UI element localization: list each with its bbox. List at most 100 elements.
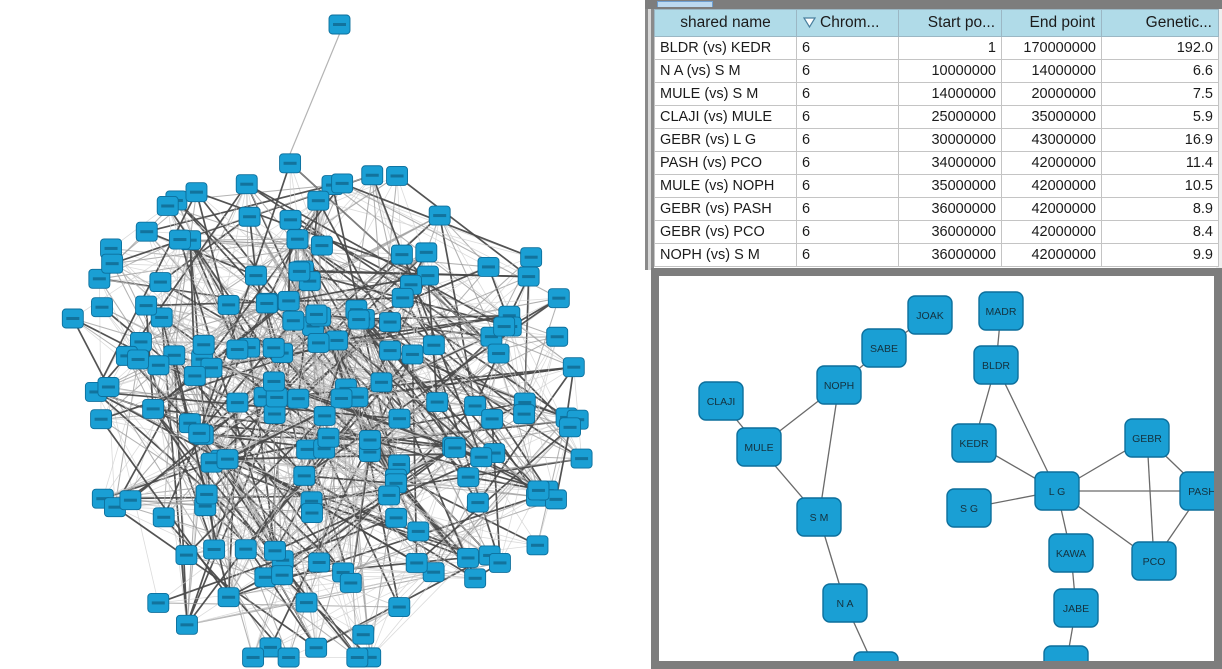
overview-edge[interactable]	[410, 284, 549, 492]
overview-edge[interactable]	[454, 426, 571, 449]
overview-network-view[interactable]	[0, 0, 641, 669]
overview-edge[interactable]	[342, 496, 538, 573]
cell-start_point[interactable]: 25000000	[898, 105, 1002, 129]
overview-edge[interactable]	[304, 475, 397, 485]
overview-edge[interactable]	[499, 336, 558, 564]
subnetwork-node[interactable]: NOPH	[816, 365, 862, 405]
overview-edge[interactable]	[336, 314, 510, 342]
subnetwork-node[interactable]: SABE	[861, 328, 907, 368]
cell-genetic[interactable]: 5.9	[1101, 105, 1219, 129]
cell-start_point[interactable]: 34000000	[898, 151, 1002, 175]
cell-genetic[interactable]: 192.0	[1101, 36, 1219, 60]
overview-edge[interactable]	[318, 388, 347, 563]
subnetwork-node-shape[interactable]	[861, 328, 907, 368]
cell-chromosome[interactable]: 6	[796, 243, 899, 267]
overview-edge[interactable]	[323, 448, 501, 564]
table-row[interactable]: N A (vs) S M 6 10000000 14000000 6.6	[654, 59, 1219, 83]
subnetwork-node-shape[interactable]	[698, 381, 744, 421]
overview-edge[interactable]	[273, 276, 529, 382]
overview-edge[interactable]	[252, 571, 434, 658]
overview-edge[interactable]	[186, 433, 200, 625]
overview-edge[interactable]	[196, 191, 429, 277]
overview-edge[interactable]	[186, 413, 276, 626]
overview-edge[interactable]	[196, 191, 438, 403]
cell-end_point[interactable]: 20000000	[1001, 82, 1102, 106]
overview-edge[interactable]	[318, 297, 559, 344]
overview-edge[interactable]	[350, 318, 365, 583]
overview-edge[interactable]	[416, 426, 571, 564]
overview-edge[interactable]	[190, 238, 298, 241]
table-row[interactable]: MULE (vs) NOPH 6 35000000 42000000 10.5	[654, 174, 1219, 198]
subnetwork-node[interactable]: N A	[822, 583, 868, 623]
overview-edge[interactable]	[304, 418, 400, 477]
overview-edge[interactable]	[211, 367, 438, 403]
subnetwork-node[interactable]: KEDR	[951, 423, 997, 463]
overview-edge[interactable]	[108, 349, 238, 388]
overview-edge[interactable]	[269, 354, 414, 648]
subnetwork-node-shape[interactable]	[946, 488, 992, 528]
subnetwork-node[interactable]: KAWA	[1048, 533, 1094, 573]
subnetwork-node[interactable]: ALMCH	[1043, 645, 1089, 661]
subnetwork-node[interactable]: S M	[796, 497, 842, 537]
overview-edge[interactable]	[211, 184, 333, 369]
overview-edge[interactable]	[395, 478, 538, 498]
overview-edge[interactable]	[276, 254, 403, 398]
cell-shared_name[interactable]: MULE (vs) S M	[654, 82, 797, 106]
overview-edge[interactable]	[439, 215, 526, 403]
overview-edge[interactable]	[324, 415, 418, 564]
overview-edge[interactable]	[524, 336, 558, 403]
cell-chromosome[interactable]: 6	[796, 59, 899, 83]
edge-attribute-table[interactable]: shared name Chrom... Start po... End p	[654, 9, 1219, 267]
overview-edge[interactable]	[342, 382, 382, 573]
overview-edge[interactable]	[381, 381, 539, 491]
overview-edge[interactable]	[395, 458, 582, 484]
overview-edge[interactable]	[369, 417, 567, 658]
cell-shared_name[interactable]: CLAJI (vs) MULE	[654, 105, 797, 129]
cell-genetic[interactable]: 9.9	[1101, 243, 1219, 267]
subnetwork-node-shape[interactable]	[822, 583, 868, 623]
subnetwork-node-shape[interactable]	[1179, 471, 1214, 511]
overview-edge[interactable]	[264, 445, 454, 578]
overview-edge[interactable]	[371, 174, 482, 458]
overview-edge[interactable]	[72, 318, 110, 388]
cell-start_point[interactable]: 10000000	[898, 59, 1002, 83]
cell-end_point[interactable]: 43000000	[1001, 128, 1102, 152]
cell-start_point[interactable]: 36000000	[898, 197, 1002, 221]
overview-edge[interactable]	[321, 175, 373, 246]
overview-edge[interactable]	[369, 175, 398, 441]
table-row[interactable]: NOPH (vs) S M 6 36000000 42000000 9.9	[654, 243, 1219, 267]
cell-chromosome[interactable]: 6	[796, 105, 899, 129]
overview-edge[interactable]	[206, 494, 254, 658]
overview-edge[interactable]	[228, 396, 265, 598]
cell-genetic[interactable]: 6.6	[1101, 59, 1219, 83]
overview-edge[interactable]	[491, 418, 501, 563]
subnetwork-node-shape[interactable]	[736, 427, 782, 467]
overview-edge[interactable]	[146, 231, 196, 377]
overview-edge[interactable]	[412, 353, 567, 418]
subnetwork-edge[interactable]	[1146, 437, 1155, 562]
cell-genetic[interactable]: 8.9	[1101, 197, 1219, 221]
overview-edge[interactable]	[318, 321, 391, 563]
cell-shared_name[interactable]: PASH (vs) PCO	[654, 151, 797, 175]
overview-edge[interactable]	[318, 200, 532, 258]
overview-edge[interactable]	[350, 439, 371, 584]
column-header-end-point[interactable]: End point	[1001, 9, 1102, 37]
cell-end_point[interactable]: 42000000	[1001, 243, 1102, 267]
cell-end_point[interactable]: 42000000	[1001, 174, 1102, 198]
cell-genetic[interactable]: 11.4	[1101, 151, 1219, 175]
cell-shared_name[interactable]: GEBR (vs) PCO	[654, 220, 797, 244]
overview-edge[interactable]	[317, 200, 321, 317]
table-row[interactable]: GEBR (vs) L G 6 30000000 43000000 16.9	[654, 128, 1219, 152]
overview-edge[interactable]	[110, 248, 204, 436]
overview-edge[interactable]	[491, 418, 539, 491]
subnetwork-node[interactable]: MULE	[736, 427, 782, 467]
overview-edge[interactable]	[152, 300, 290, 410]
subnetwork-node[interactable]: JOAK	[907, 295, 953, 335]
overview-edge[interactable]	[245, 548, 290, 658]
table-left-scrollbar[interactable]	[648, 9, 651, 270]
overview-edge[interactable]	[342, 498, 557, 573]
subnetwork-node-shape[interactable]	[1124, 418, 1170, 458]
table-row[interactable]: PASH (vs) PCO 6 34000000 42000000 11.4	[654, 151, 1219, 175]
cell-chromosome[interactable]: 6	[796, 220, 899, 244]
cell-genetic[interactable]: 8.4	[1101, 220, 1219, 244]
